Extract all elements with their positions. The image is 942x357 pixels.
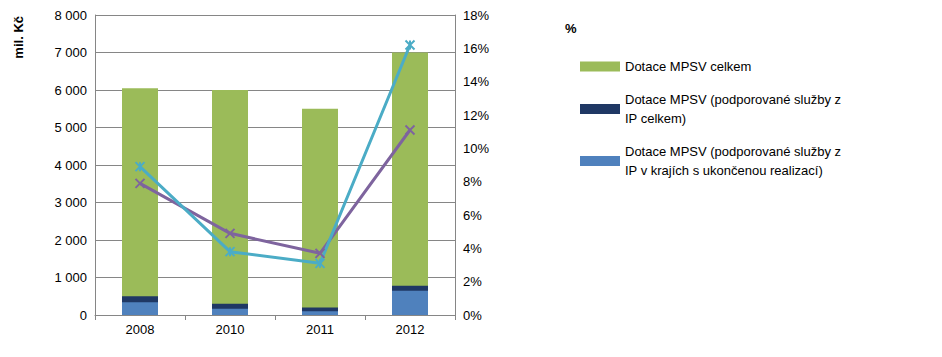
- svg-text:0: 0: [80, 308, 87, 323]
- svg-text:2010: 2010: [216, 322, 245, 337]
- svg-text:5 000: 5 000: [54, 120, 87, 135]
- svg-text:16%: 16%: [463, 41, 489, 56]
- svg-text:%: %: [565, 21, 577, 36]
- svg-text:3 000: 3 000: [54, 195, 87, 210]
- svg-text:2012: 2012: [396, 322, 425, 337]
- svg-text:6 000: 6 000: [54, 83, 87, 98]
- svg-text:0%: 0%: [463, 308, 482, 323]
- svg-text:2%: 2%: [463, 274, 482, 289]
- svg-text:4 000: 4 000: [54, 158, 87, 173]
- svg-text:2011: 2011: [306, 322, 334, 337]
- svg-text:IP v krajích s ukončenou reali: IP v krajích s ukončenou realizací): [625, 163, 823, 178]
- svg-text:Dotace MPSV (podporované služb: Dotace MPSV (podporované služby z: [625, 144, 845, 159]
- svg-text:8 000: 8 000: [54, 8, 87, 23]
- svg-text:4%: 4%: [463, 241, 482, 256]
- svg-text:8%: 8%: [463, 174, 482, 189]
- svg-text:1 000: 1 000: [54, 270, 87, 285]
- svg-text:12%: 12%: [463, 108, 489, 123]
- svg-text:6%: 6%: [463, 208, 482, 223]
- svg-text:mil. Kč: mil. Kč: [11, 16, 26, 59]
- svg-text:Dotace MPSV (podporované služb: Dotace MPSV (podporované služby z: [625, 92, 845, 107]
- svg-text:10%: 10%: [463, 141, 489, 156]
- svg-text:7 000: 7 000: [54, 45, 87, 60]
- svg-text:Dotace MPSV celkem: Dotace MPSV celkem: [625, 59, 751, 74]
- svg-text:2008: 2008: [126, 322, 155, 337]
- svg-text:IP celkem): IP celkem): [625, 111, 686, 126]
- svg-text:2 000: 2 000: [54, 233, 87, 248]
- svg-text:18%: 18%: [463, 8, 489, 23]
- svg-text:14%: 14%: [463, 74, 489, 89]
